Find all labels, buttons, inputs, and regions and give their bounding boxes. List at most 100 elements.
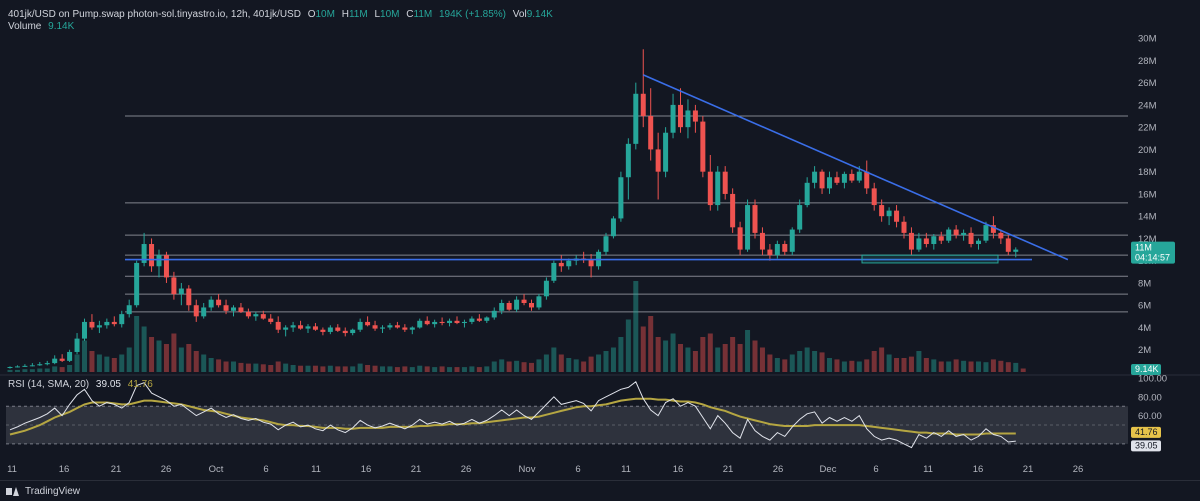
rsi-sma-legend-value: 41.76 [127,379,153,390]
candle-body [499,303,505,311]
candle-body [37,364,43,366]
candle-body [52,358,58,364]
volume-bar [856,361,862,372]
volume-bar [231,361,236,372]
volume-bar [342,366,348,372]
candle-body [476,318,482,321]
volume-bar [663,340,669,372]
candle-body [953,229,959,236]
volume-bar [983,362,989,372]
candle-body [402,327,408,330]
chart-canvas[interactable]: 30M 28M 26M 24M 22M 20M 18M 16M 14M 12M 10M 8M 6M 4M 2… [0,0,1200,480]
volume-bar [59,367,65,372]
tradingview-logo-icon[interactable] [6,486,20,496]
volume-bar [484,366,490,372]
time-axis-label: 16 [973,464,984,475]
volume-bar [998,360,1004,372]
volume-bar [722,344,728,372]
candle-body [320,329,326,332]
volume-bar [7,369,13,372]
low-value: 10M [380,9,400,20]
volume-bar [864,359,870,372]
candle-body [111,321,117,325]
volume-bar [953,359,959,372]
footer: TradingView [0,480,1200,501]
volume-bar [700,337,706,372]
volume-bar [916,351,922,372]
volume-bar [134,316,140,372]
volume-bar [186,344,192,372]
volume-bar [894,358,900,372]
candle-body [901,221,907,233]
price-badge-bg [1131,241,1175,264]
time-axis-label: 21 [411,464,422,475]
candle-body [767,249,773,256]
volume-bar [618,337,624,372]
volume-bar [558,354,564,372]
candle-body [707,171,713,206]
vol-value: 9.14K [526,9,553,20]
volume-bar [1005,362,1011,372]
candle-body [774,244,780,256]
footer-brand[interactable]: TradingView [25,485,81,497]
candle-body [350,329,356,334]
candle-body [372,325,378,329]
candle-body [1013,249,1019,252]
candle-body [216,299,222,306]
candle-body [67,351,73,361]
candle-body [588,259,594,267]
volume-bar [536,359,542,372]
volume-bar [37,368,43,372]
descending-trendline [642,74,1069,261]
candle-body [782,244,788,252]
candle-body [394,325,400,328]
candle-body [104,321,110,326]
price-axis-label: 14M [1138,212,1157,223]
countdown-badge: 04:14:57 [1135,253,1170,263]
volume-bar [253,363,259,372]
price-axis-label: 20M [1138,145,1157,156]
candle-body [923,238,929,245]
volume-bar [96,354,102,372]
candle-body [298,325,304,329]
axes: 30M28M26M24M22M20M18M16M14M12M10M8M6M4M2… [7,34,1167,475]
volume-bar [610,347,616,372]
volume-bar [44,368,50,372]
rsi-sma-line [9,397,1016,436]
candle-body [275,321,281,330]
volume-bar [476,367,482,372]
time-axis-label: 26 [161,464,172,475]
volume-bar [111,358,117,372]
volume-bar [178,347,184,372]
candle-body [804,182,810,206]
candle-body [521,299,527,303]
candle-body [365,321,371,326]
symbol-legend[interactable]: 401jk/USD on Pump.swap photon-sol.tinyas… [8,9,553,20]
volume-bar [707,333,713,372]
time-axis-label: Dec [820,464,837,475]
volume-bar [745,330,751,372]
candle-body [59,358,65,361]
volume-legend[interactable]: Volume 9.14K [8,21,74,32]
symbol-title[interactable]: 401jk/USD on Pump.swap photon-sol.tinyas… [8,9,301,20]
volume-bar [327,365,333,372]
drawings[interactable] [125,74,1069,264]
time-axis-label: 16 [673,464,684,475]
candle-body [186,288,192,306]
volume-bar [335,366,341,372]
rsi-legend-value: 39.05 [95,379,121,390]
volume-bar [961,360,967,372]
candle-body [201,307,207,317]
volume-bar [268,365,274,372]
volume-bar [163,344,169,372]
time-axis-label: 21 [111,464,122,475]
volume-bar [29,369,35,372]
candle-body [640,93,646,117]
rsi-legend[interactable]: RSI (14, SMA, 20) 39.05 41.76 [8,379,153,390]
candle-body [849,173,855,181]
volume-bar [767,354,773,372]
price-axis-label: 8M [1138,278,1151,289]
candle-body [856,171,862,181]
price-axis-label: 30M [1138,34,1157,45]
rsi-axis-label: 80.00 [1138,392,1162,403]
